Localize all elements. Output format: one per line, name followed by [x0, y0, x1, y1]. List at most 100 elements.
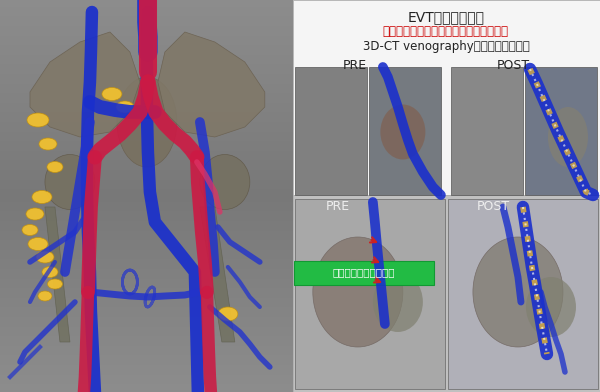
Bar: [0, 142, 293, 143]
Bar: [0, 48, 293, 49]
Bar: [0, 34, 293, 35]
Bar: [0, 131, 293, 132]
Bar: [0, 245, 293, 246]
Bar: [0, 21, 293, 22]
Bar: [0, 389, 293, 390]
Bar: [0, 352, 293, 353]
Bar: [0, 46, 293, 47]
Polygon shape: [200, 207, 235, 342]
Bar: [0, 55, 293, 56]
Bar: [0, 83, 293, 84]
Bar: [0, 153, 293, 154]
Bar: [0, 31, 293, 32]
Bar: [0, 322, 293, 323]
Bar: [0, 177, 293, 178]
Bar: [0, 91, 293, 92]
Bar: [0, 163, 293, 164]
Bar: [0, 40, 293, 41]
Bar: [0, 54, 293, 55]
Bar: [0, 44, 293, 45]
Bar: [0, 174, 293, 175]
Bar: [0, 87, 293, 88]
Bar: [0, 262, 293, 263]
Bar: [0, 22, 293, 23]
Bar: [0, 19, 293, 20]
Bar: [0, 185, 293, 186]
Bar: [0, 382, 293, 383]
Bar: [0, 307, 293, 308]
Bar: [0, 269, 293, 270]
Bar: [0, 74, 293, 75]
Bar: [0, 49, 293, 50]
Bar: [0, 356, 293, 357]
Bar: [0, 391, 293, 392]
Bar: [0, 360, 293, 361]
Bar: [0, 298, 293, 299]
Bar: [369, 67, 441, 195]
Bar: [0, 222, 293, 223]
Bar: [0, 20, 293, 21]
Bar: [0, 26, 293, 27]
Bar: [0, 127, 293, 128]
Bar: [0, 152, 293, 153]
Bar: [0, 367, 293, 368]
Bar: [0, 351, 293, 352]
Bar: [0, 239, 293, 240]
Bar: [0, 27, 293, 28]
Bar: [0, 247, 293, 248]
Bar: [295, 199, 445, 389]
Bar: [0, 13, 293, 14]
Bar: [0, 93, 293, 94]
Bar: [0, 119, 293, 120]
Bar: [0, 329, 293, 330]
Bar: [0, 1, 293, 2]
Bar: [0, 173, 293, 174]
Bar: [0, 281, 293, 282]
Bar: [0, 130, 293, 131]
Bar: [0, 219, 293, 220]
Bar: [0, 294, 293, 295]
Ellipse shape: [27, 113, 49, 127]
Bar: [0, 256, 293, 257]
Bar: [0, 169, 293, 170]
Bar: [0, 268, 293, 269]
Bar: [0, 350, 293, 351]
Bar: [0, 368, 293, 369]
Bar: [0, 224, 293, 225]
Bar: [293, 0, 600, 195]
Bar: [0, 237, 293, 238]
Bar: [0, 341, 293, 342]
Bar: [0, 43, 293, 44]
Bar: [0, 366, 293, 367]
Bar: [0, 312, 293, 313]
Bar: [0, 175, 293, 176]
Bar: [0, 193, 293, 194]
Bar: [0, 145, 293, 146]
Bar: [0, 189, 293, 190]
Bar: [0, 380, 293, 381]
Bar: [0, 227, 293, 228]
Bar: [0, 265, 293, 266]
Text: PRE: PRE: [326, 200, 350, 213]
Bar: [0, 320, 293, 321]
Bar: [0, 251, 293, 252]
Bar: [0, 4, 293, 5]
Ellipse shape: [380, 105, 425, 160]
Bar: [0, 336, 293, 337]
Bar: [0, 149, 293, 150]
Bar: [0, 187, 293, 188]
Bar: [0, 337, 293, 338]
Bar: [0, 263, 293, 264]
Bar: [0, 147, 293, 148]
Bar: [0, 306, 293, 307]
Bar: [0, 81, 293, 82]
Bar: [0, 261, 293, 262]
Bar: [0, 279, 293, 280]
Bar: [0, 77, 293, 78]
Text: 血栓後遙症による狭穌: 血栓後遙症による狭穌: [332, 267, 395, 277]
Bar: [0, 143, 293, 144]
Bar: [0, 146, 293, 147]
Bar: [0, 289, 293, 290]
Bar: [0, 125, 293, 126]
Bar: [0, 124, 293, 125]
